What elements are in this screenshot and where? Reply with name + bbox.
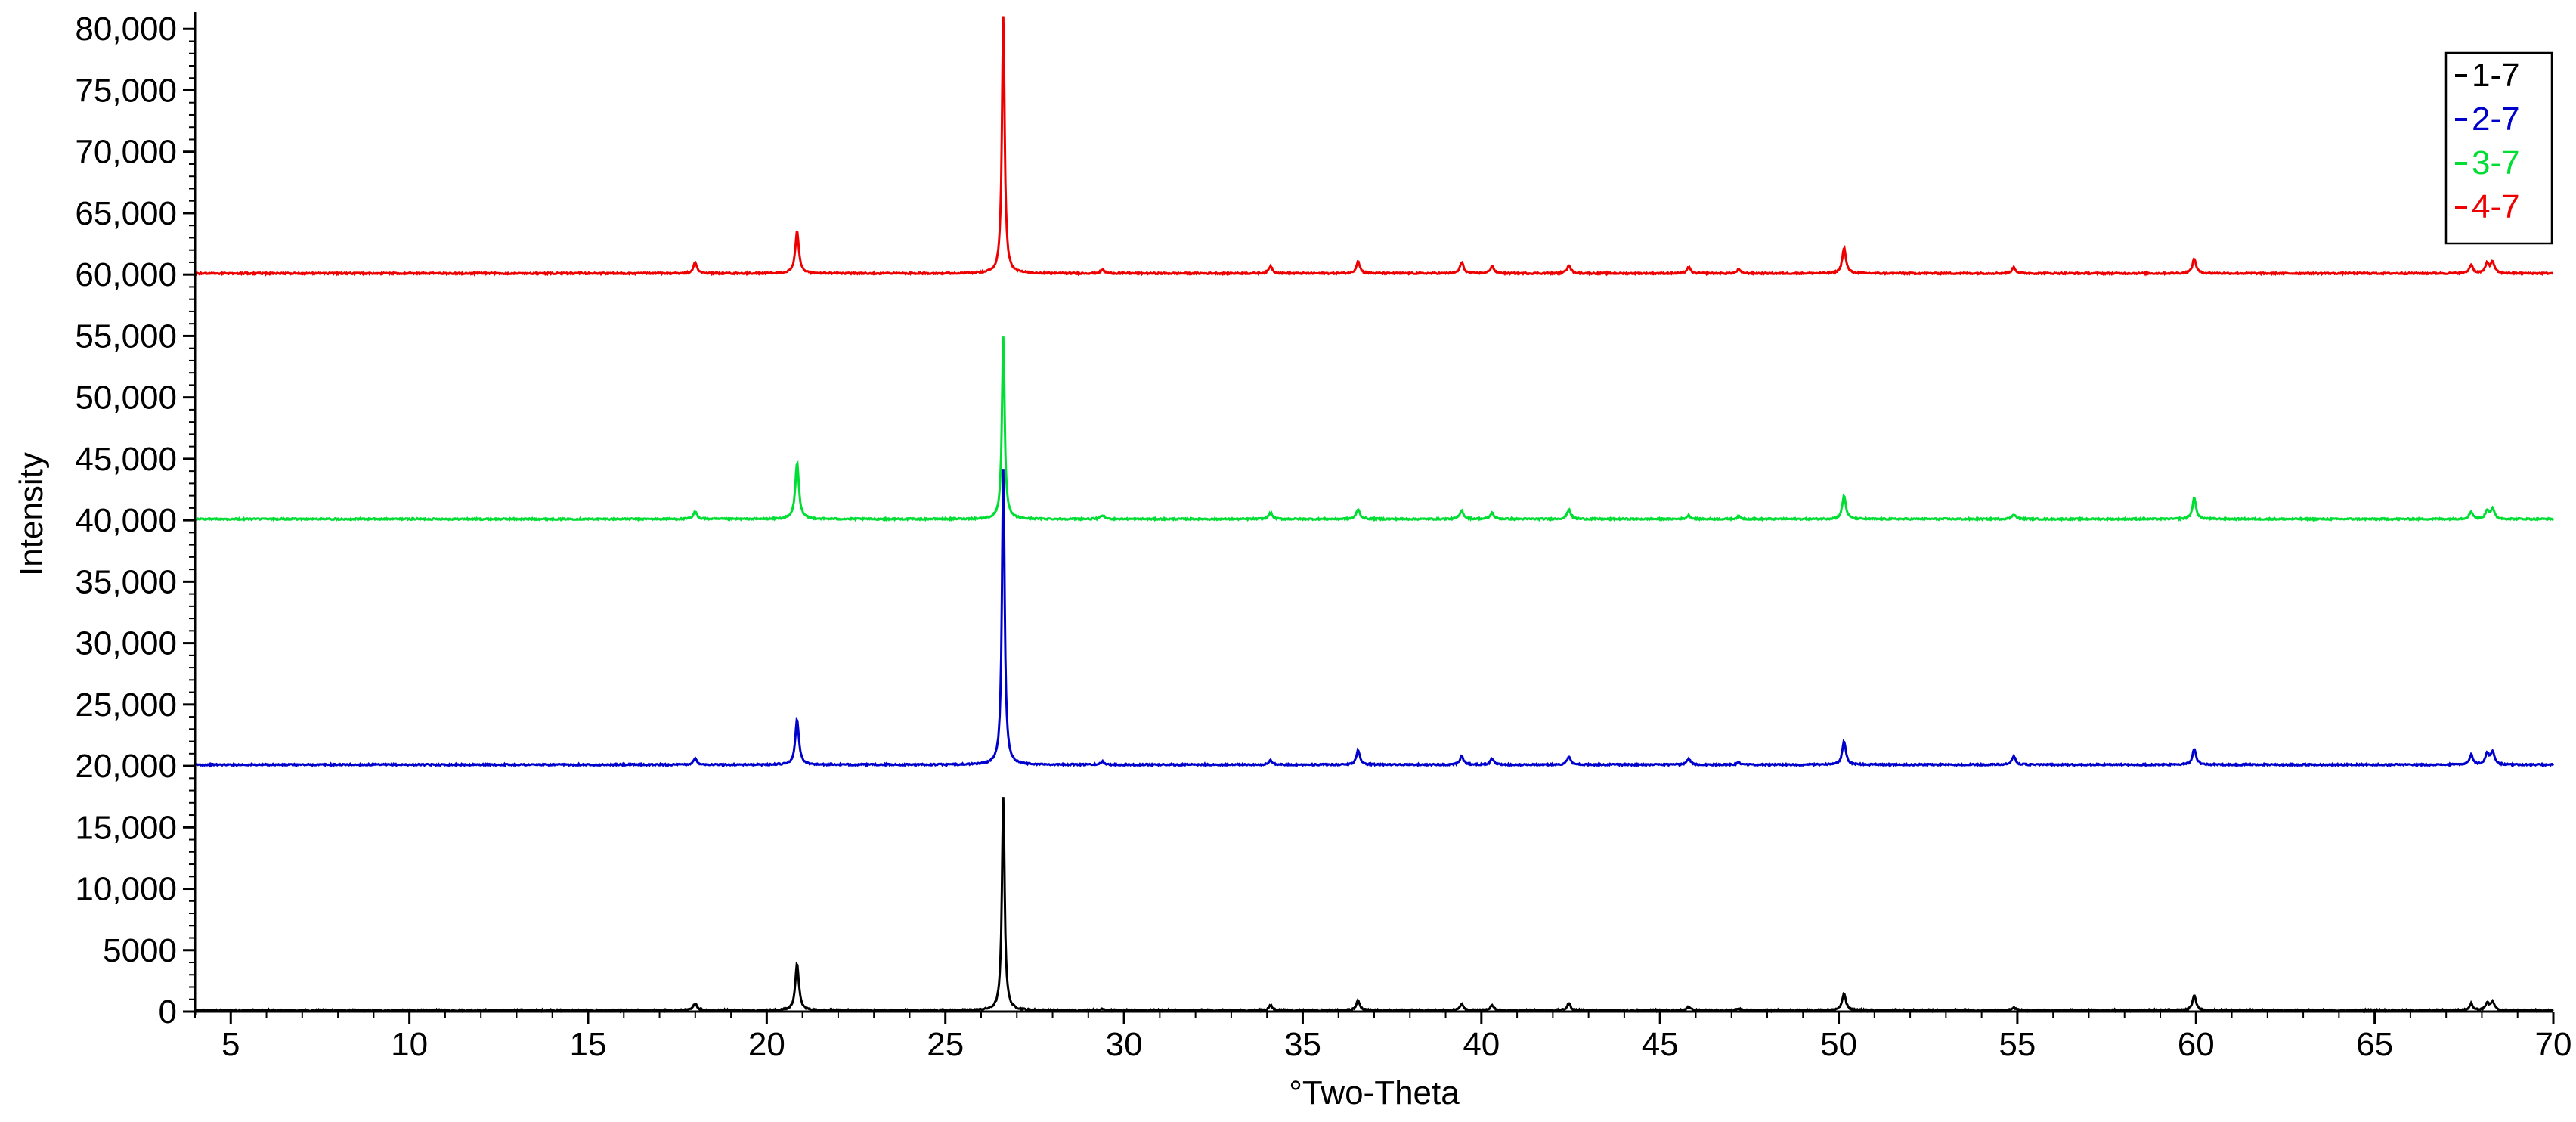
legend-label-4-7: 4-7 [2472,188,2520,225]
y-tick-label: 65,000 [75,195,177,232]
x-axis-title: °Two-Theta [1289,1074,1460,1111]
series-layer [194,16,2555,1014]
series-line-1-7 [194,797,2554,1014]
x-tick-label: 50 [1820,1026,1857,1063]
axes [183,12,2555,1024]
legend-box [2444,51,2553,245]
series-line-3-7 [194,336,2554,522]
legend: 1-7 2-7 3-7 4-7 [2444,51,2553,245]
y-tick-label: 10,000 [75,871,177,908]
y-tick-label: 50,000 [75,380,177,417]
x-tick-label: 10 [391,1026,428,1063]
x-tick-label: 65 [2356,1026,2393,1063]
x-tick-label: 20 [748,1026,785,1063]
y-tick-label: 60,000 [75,256,177,293]
series-line-2-7 [194,469,2555,768]
x-tick-label: 55 [1999,1026,2036,1063]
x-tick-label: 15 [570,1026,607,1063]
legend-label-1-7: 1-7 [2472,57,2520,94]
y-tick-label: 5000 [103,932,177,969]
y-tick-label: 55,000 [75,318,177,355]
y-tick-label: 40,000 [75,502,177,539]
y-axis-title: Intensity [13,452,50,576]
tick-labels: 0 5000 10,000 15,000 20,000 25,000 30,000 35,00… [75,11,2571,1063]
legend-label-3-7: 3-7 [2472,144,2520,181]
y-tick-label: 25,000 [75,687,177,724]
y-tick-label: 0 [159,993,177,1031]
y-tick-label: 35,000 [75,563,177,600]
y-tick-label: 30,000 [75,625,177,662]
y-tick-label: 15,000 [75,809,177,846]
x-tick-label: 5 [221,1026,240,1063]
x-tick-label: 25 [927,1026,964,1063]
x-tick-label: 70 [2535,1026,2572,1063]
y-tick-label: 70,000 [75,134,177,171]
legend-label-2-7: 2-7 [2472,101,2520,138]
y-tick-label: 80,000 [75,11,177,48]
x-tick-label: 60 [2178,1026,2215,1063]
x-tick-label: 45 [1642,1026,1679,1063]
series-line-4-7 [194,16,2553,277]
y-tick-label: 45,000 [75,441,177,478]
y-tick-label: 20,000 [75,748,177,785]
x-tick-label: 30 [1106,1026,1143,1063]
y-tick-label: 75,000 [75,72,177,109]
x-tick-label: 40 [1463,1026,1500,1063]
x-tick-label: 35 [1284,1026,1321,1063]
